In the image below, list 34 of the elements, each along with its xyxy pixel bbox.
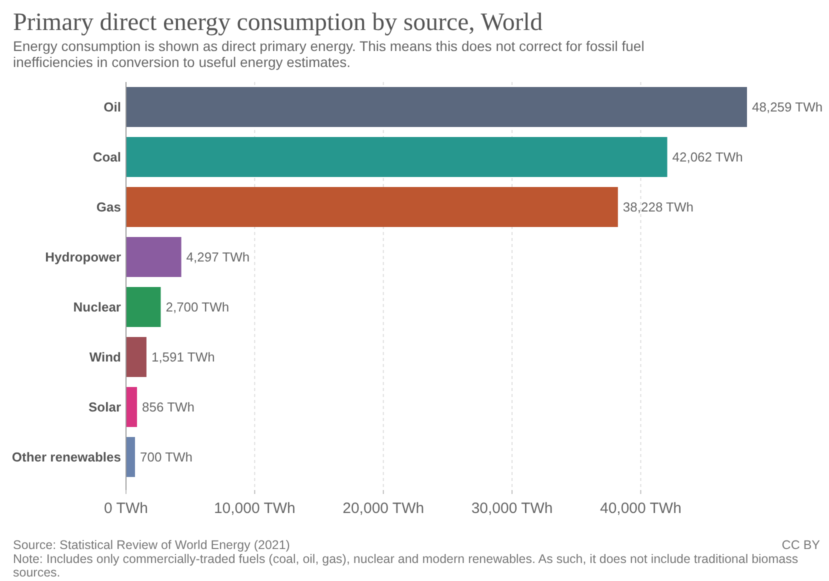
- data-label: 1,591 TWh: [151, 350, 215, 365]
- text: CC BY: [782, 538, 821, 552]
- data-label: 38,228 TWh: [622, 200, 694, 215]
- x-tick-label: 30,000 TWh: [471, 500, 553, 517]
- bar: [126, 237, 182, 277]
- y-tick-label: Solar: [88, 400, 121, 415]
- bar: [126, 187, 618, 227]
- x-tick-label: 40,000 TWh: [600, 500, 682, 517]
- data-label: 42,062 TWh: [672, 150, 743, 165]
- y-tick-label: Coal: [92, 150, 121, 165]
- data-label: 48,259 TWh: [752, 100, 823, 115]
- bar: [126, 287, 161, 327]
- x-tick-label: 0 TWh: [104, 500, 148, 517]
- y-tick-label: Nuclear: [73, 300, 121, 315]
- y-tick-label: Wind: [89, 350, 122, 365]
- x-tick-label: 10,000 TWh: [214, 500, 296, 517]
- bar: [126, 437, 136, 477]
- data-label: 4,297 TWh: [186, 250, 250, 265]
- bar: [126, 87, 747, 127]
- source-note: Source: Statistical Review of World Energy (2021): [13, 538, 290, 552]
- y-tick-label: Hydropower: [45, 250, 121, 265]
- data-label: 856 TWh: [142, 400, 195, 415]
- x-tick-label: 20,000 TWh: [342, 500, 424, 517]
- y-tick-label: Other renewables: [12, 450, 121, 465]
- data-label: 2,700 TWh: [166, 300, 230, 315]
- chart-title: Primary direct energy consumption by source, World: [13, 9, 544, 36]
- y-tick-label: Oil: [104, 100, 121, 115]
- bar: [126, 387, 138, 427]
- bar: [126, 337, 146, 377]
- text: Note: Includes only commercially-traded fuels (coal, oil, gas), nuclear and modern renewables. As such, it does not include traditional biomass sources.: [13, 552, 798, 580]
- y-tick-label: Gas: [96, 200, 121, 215]
- chart-subtitle: Energy consumption is shown as direct primary energy. This means this does not correct for fossil fuel inefficiencies in conversion to useful energy estimates.: [13, 38, 644, 70]
- data-label: 700 TWh: [140, 450, 193, 465]
- bar: [126, 137, 668, 177]
